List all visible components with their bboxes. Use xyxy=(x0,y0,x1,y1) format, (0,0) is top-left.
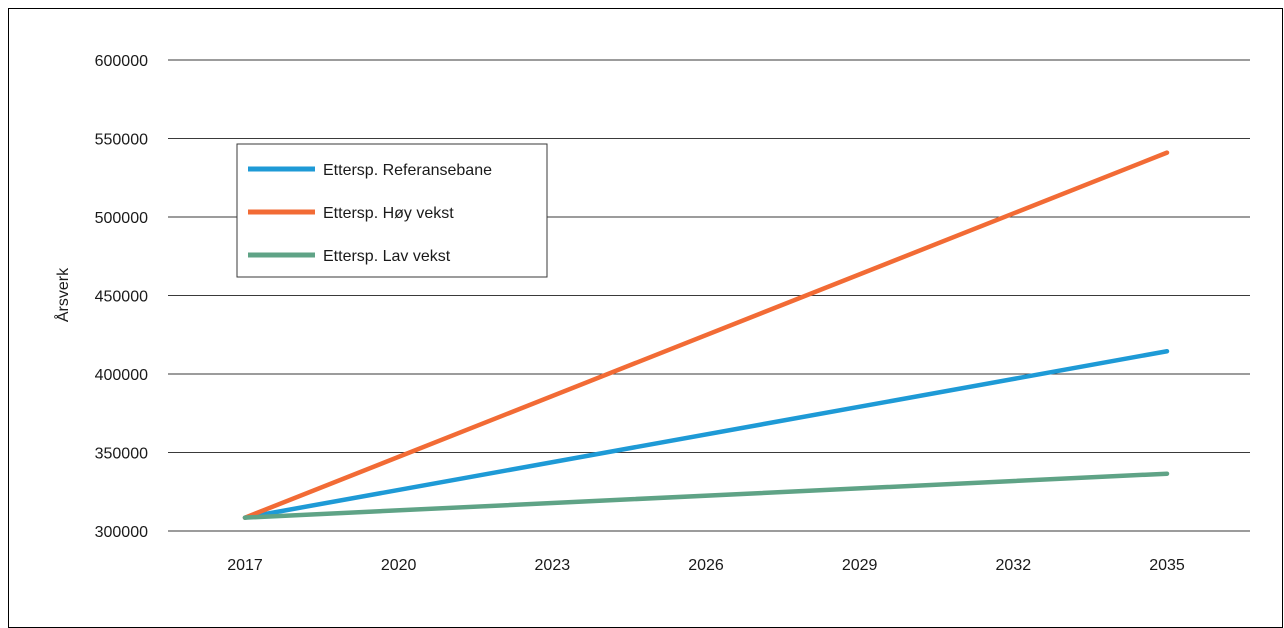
series-line-2 xyxy=(242,471,1170,520)
x-tick-label: 2029 xyxy=(842,557,878,574)
x-tick-label: 2035 xyxy=(1149,557,1185,574)
series-line-1 xyxy=(242,150,1170,520)
series-line-0 xyxy=(242,348,1170,520)
x-tick-label: 2023 xyxy=(535,557,571,574)
y-tick-labels: 300000 350000 400000 450000 500000 550000 6000… xyxy=(95,53,148,541)
series-lines xyxy=(242,150,1170,520)
x-tick-label: 2017 xyxy=(227,557,263,574)
y-tick-label: 550000 xyxy=(95,132,148,149)
x-tick-labels: 2017 2020 2023 2026 2029 2032 2035 xyxy=(227,557,1185,574)
x-tick-label: 2032 xyxy=(996,557,1032,574)
y-tick-label: 450000 xyxy=(95,289,148,306)
y-tick-label: 600000 xyxy=(95,53,148,70)
y-tick-label: 300000 xyxy=(95,524,148,541)
legend-label-1: Ettersp. Høy vekst xyxy=(323,205,454,222)
grid-lines xyxy=(168,59,1250,532)
y-tick-label: 400000 xyxy=(95,367,148,384)
x-tick-label: 2020 xyxy=(381,557,417,574)
legend-label-2: Ettersp. Lav vekst xyxy=(323,248,451,265)
line-chart: 300000 350000 400000 450000 500000 550000 6000… xyxy=(53,53,1250,574)
legend-label-0: Ettersp. Referansebane xyxy=(323,162,492,179)
legend: Ettersp. Referansebane Ettersp. Høy vekst… xyxy=(236,143,548,278)
x-tick-label: 2026 xyxy=(688,557,724,574)
y-axis-label: Årsverk xyxy=(53,267,72,322)
y-tick-label: 350000 xyxy=(95,446,148,463)
y-tick-label: 500000 xyxy=(95,210,148,227)
